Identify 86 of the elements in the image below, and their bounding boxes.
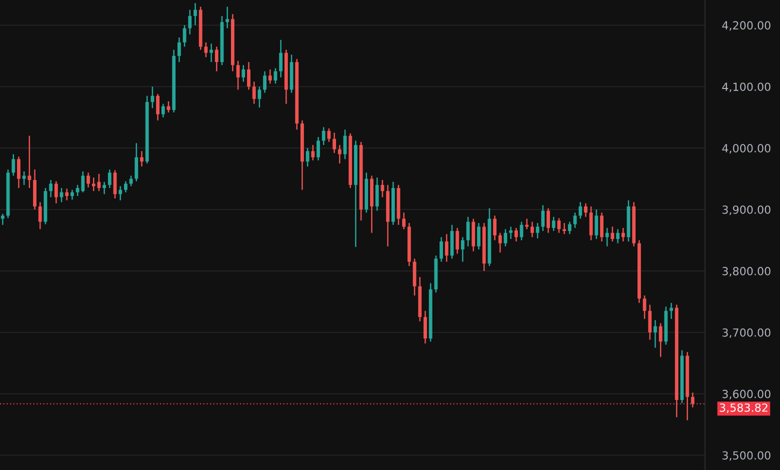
candlestick bbox=[440, 236, 444, 262]
candlestick bbox=[177, 36, 181, 63]
candlestick bbox=[54, 180, 58, 204]
candlestick bbox=[38, 202, 42, 230]
candlestick bbox=[70, 189, 74, 200]
candlestick bbox=[648, 304, 652, 340]
candlestick bbox=[690, 392, 694, 408]
candlestick bbox=[600, 212, 604, 242]
y-tick-label: 3,900.00 bbox=[722, 205, 770, 216]
candlestick bbox=[150, 86, 154, 109]
candlestick bbox=[509, 226, 513, 240]
y-tick-label: 3,800.00 bbox=[722, 266, 770, 276]
candlestick bbox=[210, 42, 213, 63]
candlestick bbox=[621, 227, 625, 242]
candlestick bbox=[226, 6, 230, 29]
candlestick bbox=[252, 81, 256, 104]
candlestick bbox=[204, 42, 208, 58]
candlestick bbox=[332, 132, 336, 154]
candlestick bbox=[670, 302, 674, 320]
candlestick bbox=[316, 136, 320, 161]
candlestick bbox=[477, 222, 480, 250]
candlestick bbox=[214, 46, 218, 72]
candlestick bbox=[306, 147, 310, 168]
candlestick bbox=[584, 202, 588, 218]
candlestick bbox=[247, 61, 250, 90]
candlestick bbox=[268, 68, 272, 84]
candlestick bbox=[28, 135, 32, 189]
candlestick bbox=[108, 168, 112, 189]
candlestick bbox=[642, 294, 646, 320]
ref-line-label: 3,583.82 bbox=[720, 403, 768, 413]
candlestick bbox=[279, 39, 283, 78]
y-tick-label: 3,700.00 bbox=[722, 328, 770, 338]
candlestick bbox=[546, 208, 550, 234]
candlestick bbox=[654, 319, 657, 348]
candlestick bbox=[578, 202, 582, 220]
candlestick bbox=[605, 227, 609, 247]
candlestick bbox=[541, 204, 545, 232]
candlestick bbox=[536, 222, 540, 240]
candlestick bbox=[589, 206, 593, 241]
candlestick bbox=[124, 180, 128, 193]
candlestick bbox=[0, 213, 4, 226]
candlestick bbox=[493, 215, 496, 241]
candlestick bbox=[562, 222, 566, 235]
candlestick bbox=[616, 228, 620, 244]
candlestick bbox=[258, 86, 262, 108]
candlestick bbox=[456, 227, 460, 254]
y-tick-label: 4,200.00 bbox=[722, 21, 770, 31]
candlestick bbox=[242, 64, 246, 82]
candlestick bbox=[444, 233, 448, 262]
candlestick bbox=[194, 2, 197, 26]
candlestick bbox=[188, 9, 192, 36]
candlestick bbox=[658, 322, 662, 358]
candlestick bbox=[375, 176, 379, 212]
candlestick bbox=[568, 221, 572, 235]
candlestick bbox=[311, 144, 315, 161]
candlestick bbox=[134, 142, 138, 182]
candlestick bbox=[156, 93, 160, 122]
candlestick bbox=[49, 179, 53, 198]
candlestick bbox=[263, 70, 266, 94]
y-tick-label: 3,600.00 bbox=[722, 390, 770, 400]
candlestick bbox=[402, 212, 406, 230]
candlestick bbox=[380, 179, 384, 198]
candlestick bbox=[22, 170, 26, 186]
candlestick bbox=[322, 126, 326, 146]
candlestick bbox=[338, 144, 342, 164]
candlestick bbox=[17, 156, 20, 189]
candlestick bbox=[129, 175, 133, 187]
candlestick bbox=[12, 154, 16, 176]
candlestick bbox=[514, 227, 518, 242]
candlestick bbox=[498, 232, 502, 254]
candlestick bbox=[460, 236, 464, 262]
candlestick bbox=[140, 150, 144, 168]
candlestick bbox=[102, 181, 106, 195]
candlestick bbox=[86, 172, 90, 188]
candlestick bbox=[594, 208, 598, 240]
y-tick-label: 3,500.00 bbox=[722, 451, 770, 461]
candlestick bbox=[530, 221, 534, 238]
y-tick-label: 4,000.00 bbox=[722, 144, 770, 154]
candlestick bbox=[424, 310, 427, 344]
candlestick bbox=[466, 216, 470, 247]
candlestick bbox=[65, 188, 69, 201]
candlestick bbox=[161, 103, 165, 118]
y-tick-label: 4,100.00 bbox=[722, 82, 770, 92]
candlestick bbox=[552, 216, 556, 232]
candlestick bbox=[182, 24, 186, 48]
candlestick bbox=[118, 186, 122, 201]
